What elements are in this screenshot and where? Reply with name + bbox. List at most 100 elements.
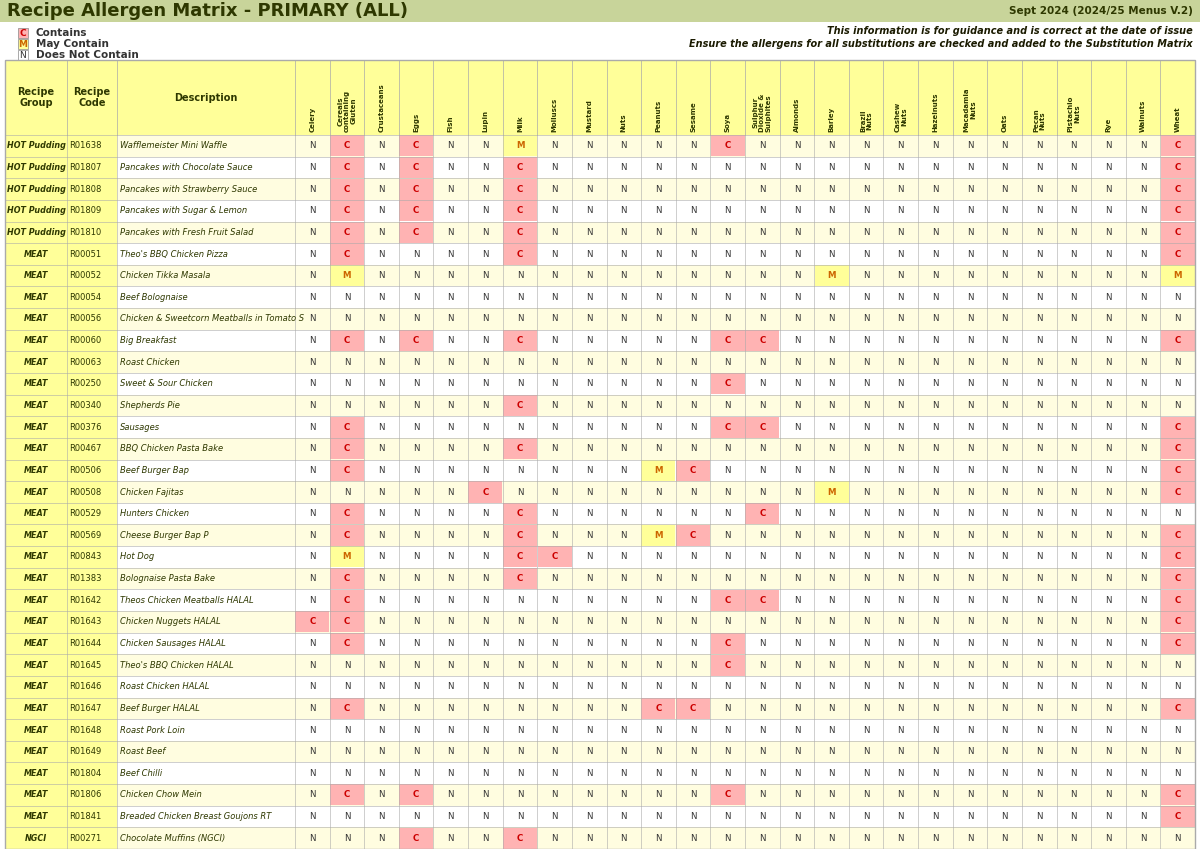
Text: R00271: R00271 <box>70 834 101 843</box>
Text: N: N <box>1001 531 1008 540</box>
Bar <box>5 611 67 633</box>
Text: N: N <box>655 553 661 561</box>
Bar <box>67 416 118 438</box>
Text: N: N <box>1140 812 1146 821</box>
Text: N: N <box>448 401 454 410</box>
Text: N: N <box>343 769 350 778</box>
Text: N: N <box>1105 790 1111 800</box>
Text: N: N <box>1175 380 1181 388</box>
Bar <box>400 784 433 806</box>
Bar <box>1160 135 1195 156</box>
Text: Description: Description <box>174 93 238 103</box>
Text: N: N <box>760 163 766 172</box>
Text: N: N <box>655 423 661 431</box>
Bar <box>710 655 745 676</box>
Text: N: N <box>932 769 938 778</box>
Bar <box>67 698 118 719</box>
Text: N: N <box>932 314 938 323</box>
Bar <box>5 200 1195 222</box>
Text: N: N <box>898 834 904 843</box>
Text: Pancakes with Strawberry Sauce: Pancakes with Strawberry Sauce <box>120 184 257 194</box>
Text: R01841: R01841 <box>70 812 101 821</box>
Text: N: N <box>725 163 731 172</box>
Text: N: N <box>1001 769 1008 778</box>
Text: N: N <box>1175 314 1181 323</box>
Text: N: N <box>551 401 558 410</box>
Text: N: N <box>448 617 454 627</box>
Text: N: N <box>551 596 558 604</box>
Text: Beef Burger HALAL: Beef Burger HALAL <box>120 704 199 713</box>
Bar <box>5 719 1195 741</box>
Text: N: N <box>448 487 454 497</box>
Text: N: N <box>967 574 973 583</box>
Text: R00467: R00467 <box>70 444 101 453</box>
Text: N: N <box>551 747 558 756</box>
Text: N: N <box>932 380 938 388</box>
Text: N: N <box>1105 271 1111 280</box>
Bar <box>67 156 118 178</box>
Text: N: N <box>1140 423 1146 431</box>
Text: MEAT: MEAT <box>24 790 48 800</box>
Text: N: N <box>620 531 628 540</box>
Text: N: N <box>967 812 973 821</box>
Text: N: N <box>482 293 488 301</box>
Text: N: N <box>793 683 800 691</box>
Text: N: N <box>620 141 628 150</box>
Text: HOT Pudding: HOT Pudding <box>6 141 66 150</box>
Text: N: N <box>378 141 385 150</box>
Bar <box>1160 611 1195 633</box>
Text: N: N <box>1070 380 1078 388</box>
Bar <box>5 438 67 459</box>
Text: N: N <box>1140 704 1146 713</box>
Text: N: N <box>898 812 904 821</box>
Text: MEAT: MEAT <box>24 401 48 410</box>
Bar <box>5 351 1195 373</box>
Bar <box>5 373 67 395</box>
Text: N: N <box>482 357 488 367</box>
Text: N: N <box>1070 141 1078 150</box>
Text: N: N <box>655 293 661 301</box>
Text: BBQ Chicken Pasta Bake: BBQ Chicken Pasta Bake <box>120 444 223 453</box>
Text: N: N <box>863 357 870 367</box>
Text: N: N <box>586 639 593 648</box>
Text: N: N <box>310 769 316 778</box>
Text: N: N <box>932 466 938 475</box>
Text: N: N <box>1001 812 1008 821</box>
Text: N: N <box>725 206 731 216</box>
Text: N: N <box>828 357 835 367</box>
Text: N: N <box>725 769 731 778</box>
Text: M: M <box>827 487 835 497</box>
Text: N: N <box>1070 531 1078 540</box>
Text: M: M <box>1174 271 1182 280</box>
Text: N: N <box>310 790 316 800</box>
Text: R00340: R00340 <box>70 401 101 410</box>
Text: N: N <box>655 271 661 280</box>
Text: N: N <box>655 228 661 237</box>
Text: N: N <box>655 769 661 778</box>
Text: N: N <box>1105 293 1111 301</box>
Text: N: N <box>793 812 800 821</box>
Text: C: C <box>1175 596 1181 604</box>
Text: N: N <box>793 184 800 194</box>
Text: N: N <box>378 683 385 691</box>
Text: N: N <box>690 336 696 345</box>
Text: N: N <box>967 250 973 258</box>
Text: N: N <box>1070 617 1078 627</box>
Text: C: C <box>1175 812 1181 821</box>
Bar <box>330 438 364 459</box>
Text: N: N <box>863 596 870 604</box>
Text: N: N <box>1105 509 1111 518</box>
Text: C: C <box>517 184 523 194</box>
Text: N: N <box>1105 574 1111 583</box>
Bar <box>5 828 67 849</box>
Text: N: N <box>898 401 904 410</box>
Text: C: C <box>760 596 766 604</box>
Text: N: N <box>586 531 593 540</box>
Text: Brazil
Nuts: Brazil Nuts <box>860 110 872 132</box>
Text: R01646: R01646 <box>70 683 101 691</box>
Text: MEAT: MEAT <box>24 531 48 540</box>
Text: N: N <box>793 228 800 237</box>
Text: C: C <box>1175 574 1181 583</box>
Text: N: N <box>1001 509 1008 518</box>
Text: N: N <box>898 574 904 583</box>
